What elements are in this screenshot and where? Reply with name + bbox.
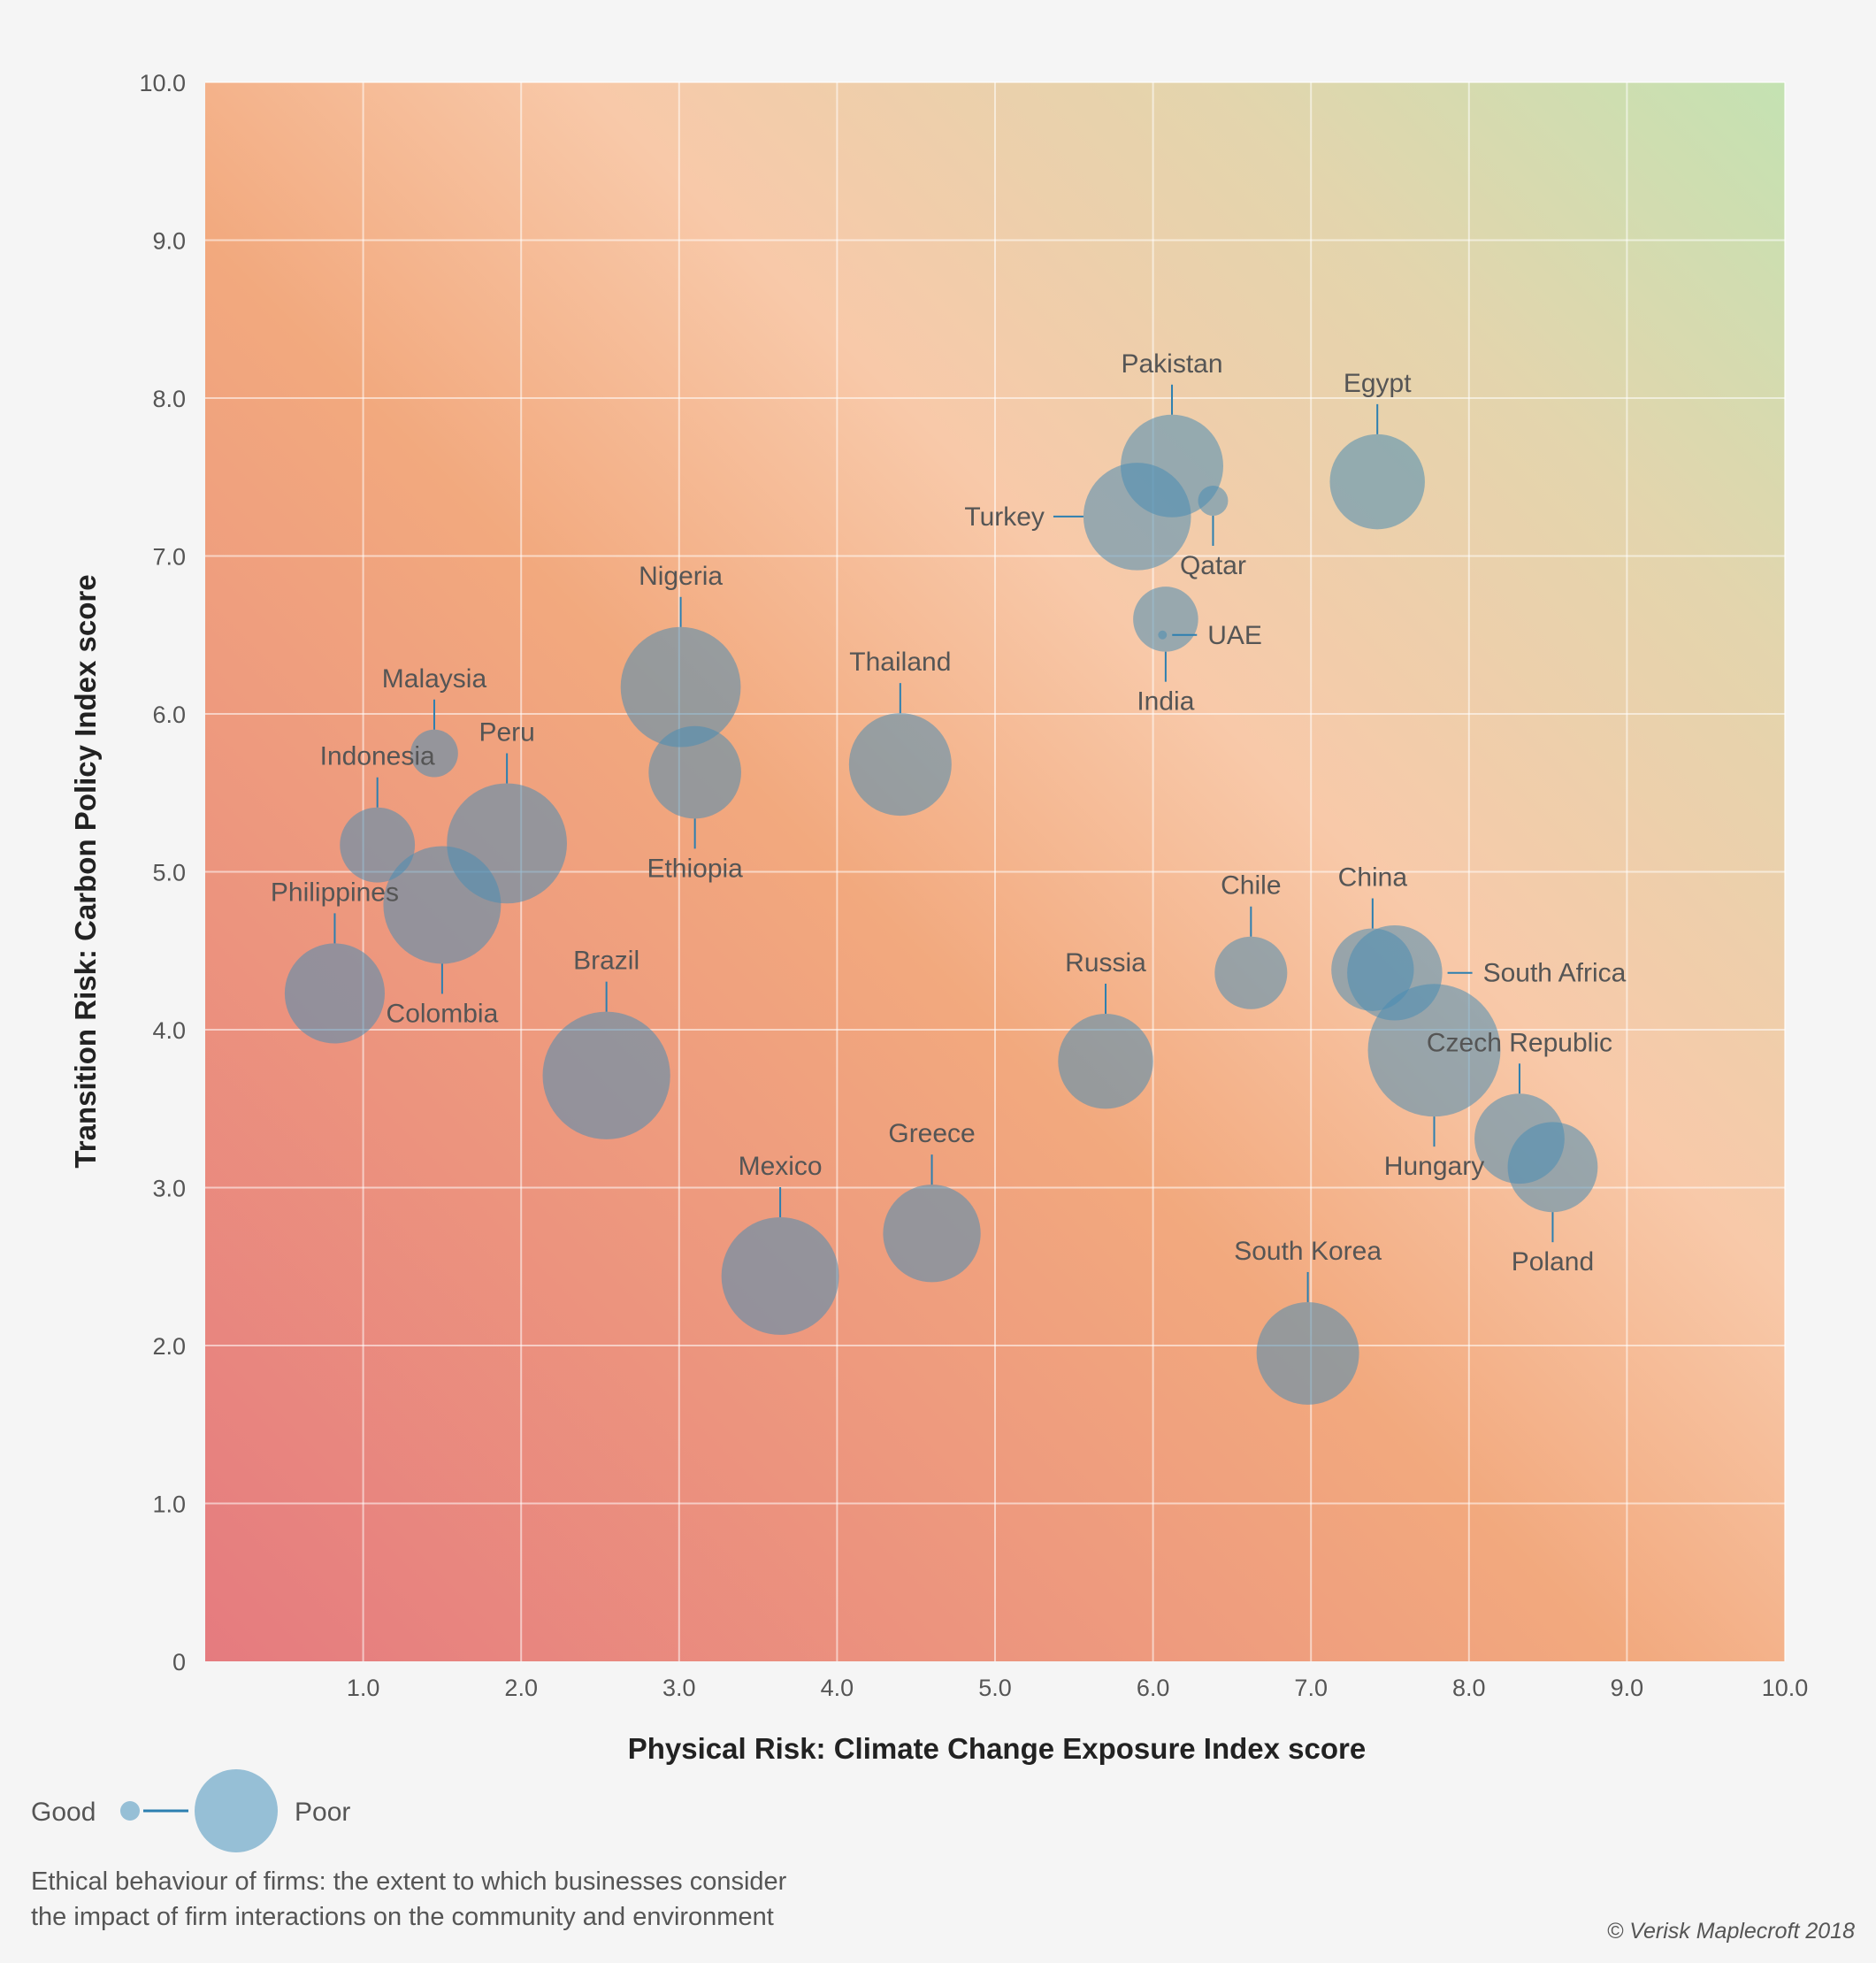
bubble-mexico [721,1217,839,1335]
bubble-label: Hungary [1384,1152,1484,1181]
y-tick-label: 6.0 [152,702,186,728]
bubble-label: Mexico [739,1152,823,1181]
bubbles [284,414,1598,1405]
legend-large-bubble [195,1769,278,1852]
bubble-label: Russia [1065,948,1146,978]
bubble-label: Ethiopia [647,854,743,883]
bubble-india [1133,587,1198,652]
y-tick-label: 7.0 [152,544,186,571]
x-tick-label: 2.0 [504,1675,538,1701]
legend-poor-label: Poor [295,1798,350,1827]
bubble-label: Chile [1221,871,1281,901]
x-tick-label: 9.0 [1611,1675,1644,1701]
bubble-label: Indonesia [320,742,435,771]
bubble-label: China [1338,863,1408,893]
bubble-nigeria [620,626,741,748]
bubble-label: South Africa [1483,959,1627,988]
bubble-russia [1058,1013,1153,1109]
size-legend: Good Poor [31,1769,350,1852]
gridlines [205,81,1786,1661]
bubble-label: Egypt [1344,369,1412,398]
bubble-label: Pakistan [1121,349,1222,379]
bubble-thailand [848,713,952,817]
y-tick-label: 8.0 [152,386,186,412]
x-tick-label: 6.0 [1137,1675,1170,1701]
bubble-label: Malaysia [382,664,487,694]
size-description-line-1: Ethical behaviour of firms: the extent t… [31,1867,787,1896]
bubble-label: UAE [1207,621,1262,650]
y-tick-label: 10.0 [139,70,186,96]
legend-good-label: Good [31,1798,96,1827]
x-axis-title: Physical Risk: Climate Change Exposure I… [628,1732,1366,1765]
x-tick-label: 5.0 [978,1675,1012,1701]
bubble-label: Brazil [573,947,639,976]
y-tick-label: 4.0 [152,1017,186,1044]
bubble-label: Greece [888,1119,975,1148]
bubble-label: Peru [479,717,534,747]
bubble-label: Nigeria [639,562,723,591]
x-axis-ticks: 1.0 2.0 3.0 4.0 5.0 6.0 7.0 8.0 9.0 10.0 [347,1675,1808,1701]
bubble-indonesia [340,807,416,883]
bubble-colombia [383,846,502,964]
copyright: © Verisk Maplecroft 2018 [1607,1919,1855,1944]
y-tick-label: 5.0 [152,860,186,886]
bubble-label: Poland [1512,1247,1594,1277]
bubble-philippines [284,943,386,1044]
legend-small-bubble [120,1801,140,1821]
bubble-hungary [1367,984,1501,1117]
bubble-labels: Pakistan Turkey Qatar Egypt India UAE Nigeria E… [271,349,1627,1302]
y-tick-label: 2.0 [152,1333,186,1360]
y-axis-title: Transition Risk: Carbon Policy Index sco… [69,574,102,1168]
x-tick-label: 1.0 [347,1675,380,1701]
bubble-uae [1158,630,1168,640]
bubble-label: Colombia [387,999,499,1028]
bubble-label: Czech Republic [1427,1028,1612,1057]
x-tick-label: 10.0 [1762,1675,1809,1701]
y-tick-label: 1.0 [152,1491,186,1518]
bubble-label: Turkey [964,502,1045,532]
x-tick-label: 8.0 [1452,1675,1486,1701]
bubble-ethiopia [648,725,741,819]
bubble-label: Thailand [849,648,951,677]
x-tick-label: 7.0 [1294,1675,1328,1701]
bubble-poland [1507,1122,1598,1213]
y-tick-label: 9.0 [152,228,186,255]
size-description-line-2: the impact of firm interactions on the c… [31,1903,774,1931]
bubble-egypt [1329,433,1425,530]
x-tick-label: 3.0 [662,1675,696,1701]
bubble-label: India [1137,687,1194,717]
bubble-greece [883,1185,981,1283]
bubble-label: Qatar [1180,551,1246,580]
y-tick-label: 0 [172,1649,186,1675]
x-tick-label: 4.0 [821,1675,854,1701]
y-axis-ticks: 0 1.0 2.0 3.0 4.0 5.0 6.0 7.0 8.0 9.0 10.0 [139,70,186,1675]
y-tick-label: 3.0 [152,1176,186,1202]
bubble-turkey [1083,463,1191,571]
bubble-label: South Korea [1234,1237,1382,1266]
bubble-qatar [1198,486,1229,516]
bubble-malaysia [410,729,458,778]
bubble-label: Philippines [271,878,399,907]
bubble-chile [1214,936,1288,1009]
bubble-south-korea [1256,1301,1359,1405]
bubble-brazil [542,1011,670,1139]
